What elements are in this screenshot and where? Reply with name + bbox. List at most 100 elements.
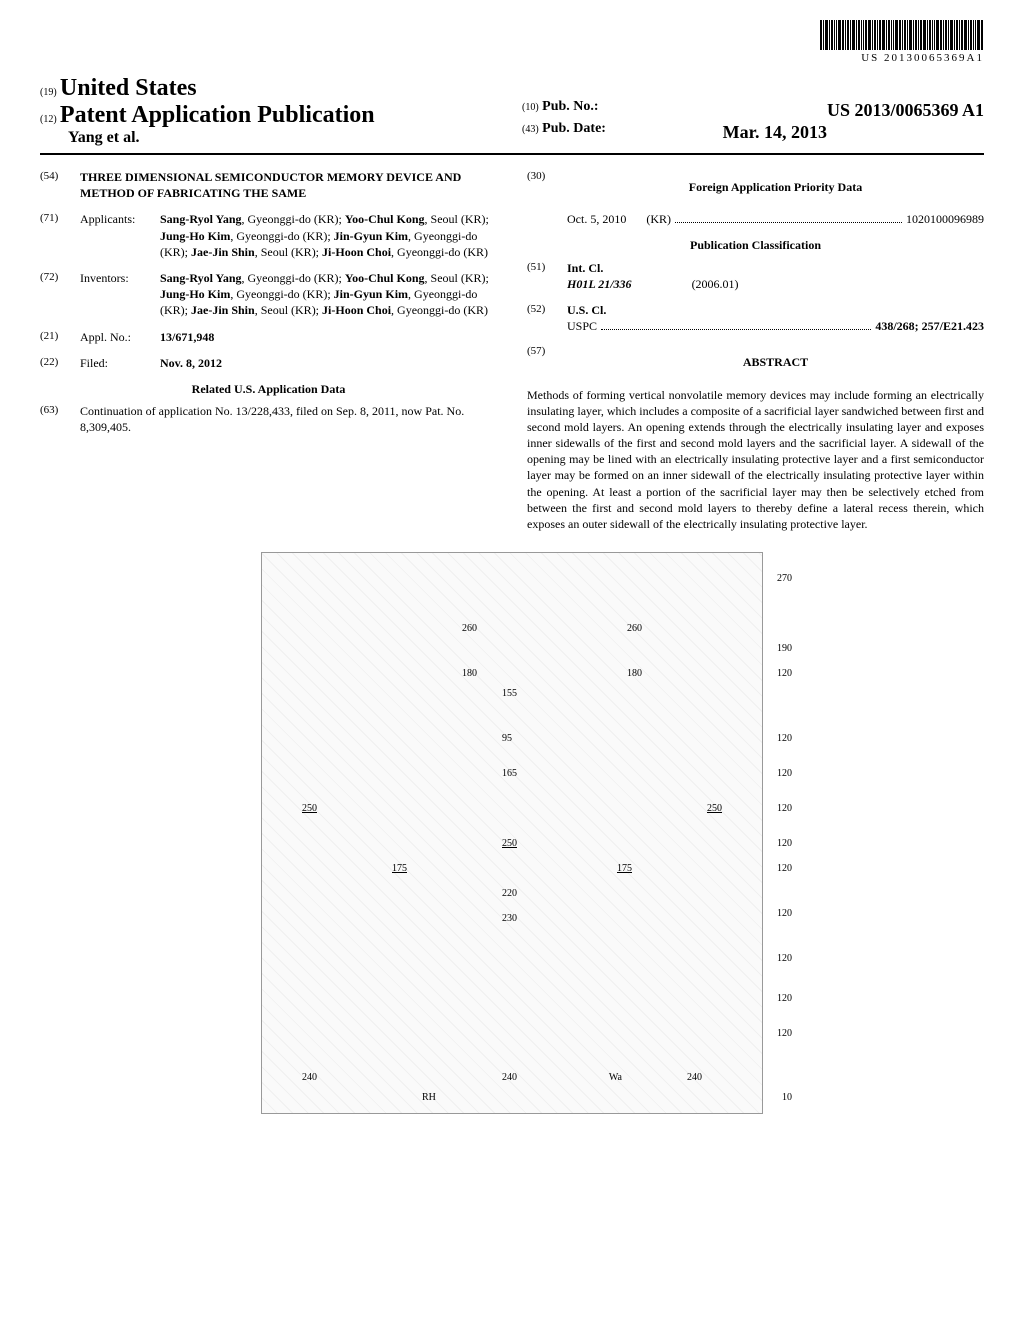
- abstract-text: Methods of forming vertical nonvolatile …: [527, 387, 984, 533]
- barcode-lines: [820, 20, 984, 50]
- fig-label: 250: [707, 803, 722, 814]
- fig-label: 155: [502, 688, 517, 699]
- section-72: (72) Inventors: Sang-Ryol Yang, Gyeonggi…: [40, 270, 497, 319]
- code-72: (72): [40, 270, 80, 319]
- code-51: (51): [527, 260, 567, 292]
- section-21: (21) Appl. No.: 13/671,948: [40, 329, 497, 345]
- fig-label: 10: [782, 1092, 792, 1103]
- header-left: (19) United States (12) Patent Applicati…: [40, 75, 502, 147]
- uspc-label: USPC: [567, 318, 597, 334]
- code-52: (52): [527, 302, 567, 334]
- section-30: (30) Foreign Application Priority Data: [527, 169, 984, 201]
- fig-label: 190: [777, 643, 792, 654]
- fig-label: 250: [502, 838, 517, 849]
- value-22: Nov. 8, 2012: [160, 355, 497, 371]
- pub-date-label: Pub. Date:: [542, 121, 606, 136]
- fig-label: 180: [462, 668, 477, 679]
- fig-label: 120: [777, 863, 792, 874]
- fig-label: 165: [502, 768, 517, 779]
- code-22: (22): [40, 355, 80, 371]
- left-column: (54) THREE DIMENSIONAL SEMICONDUCTOR MEM…: [40, 169, 497, 532]
- fig-label: 250: [302, 803, 317, 814]
- fig-label: 260: [627, 623, 642, 634]
- fig-label: 120: [777, 1028, 792, 1039]
- fig-label: 240: [687, 1072, 702, 1083]
- title-54: THREE DIMENSIONAL SEMICONDUCTOR MEMORY D…: [80, 169, 497, 201]
- label-72: Inventors:: [80, 270, 160, 319]
- heading-30: Foreign Application Priority Data: [567, 179, 984, 195]
- dotted-1: [675, 212, 902, 223]
- fig-label: RH: [422, 1092, 436, 1103]
- value-21: 13/671,948: [160, 329, 497, 345]
- pub-date: Mar. 14, 2013: [723, 118, 827, 147]
- label-21: Appl. No.:: [80, 329, 160, 345]
- fig-label: 175: [392, 863, 407, 874]
- figure-area: 270 260 260 190 180 180 120 155 95 120 1…: [40, 552, 984, 1118]
- section-63: (63) Continuation of application No. 13/…: [40, 403, 497, 435]
- barcode: US 20130065369A1: [820, 20, 984, 64]
- priority-date: Oct. 5, 2010: [567, 211, 626, 227]
- label-51: Int. Cl.: [567, 260, 984, 276]
- dotted-2: [601, 319, 871, 330]
- prefix-43: (43): [522, 124, 539, 135]
- code-54: (54): [40, 169, 80, 201]
- pub-no-label: Pub. No.:: [542, 99, 598, 114]
- columns: (54) THREE DIMENSIONAL SEMICONDUCTOR MEM…: [40, 169, 984, 532]
- header-right: (10) Pub. No.: US 2013/0065369 A1 (43) P…: [502, 96, 984, 147]
- section-54: (54) THREE DIMENSIONAL SEMICONDUCTOR MEM…: [40, 169, 497, 201]
- fig-label: 260: [462, 623, 477, 634]
- code-30: (30): [527, 169, 567, 201]
- content-52: U.S. Cl. USPC 438/268; 257/E21.423: [567, 302, 984, 334]
- fig-label: 120: [777, 668, 792, 679]
- fig-label: 175: [617, 863, 632, 874]
- priority-number: 1020100096989: [906, 211, 984, 227]
- section-57: (57) ABSTRACT: [527, 344, 984, 376]
- class-51: H01L 21/336: [567, 276, 632, 292]
- pub-type: Patent Application Publication: [60, 102, 375, 128]
- content-72: Sang-Ryol Yang, Gyeonggi-do (KR); Yoo-Ch…: [160, 270, 497, 319]
- fig-label: 120: [777, 953, 792, 964]
- barcode-text: US 20130065369A1: [820, 52, 984, 64]
- divider: [40, 153, 984, 155]
- fig-label: 120: [777, 803, 792, 814]
- section-52: (52) U.S. Cl. USPC 438/268; 257/E21.423: [527, 302, 984, 334]
- class-heading: Publication Classification: [527, 237, 984, 253]
- priority-country: (KR): [646, 211, 671, 227]
- code-63: (63): [40, 403, 80, 435]
- author-line: Yang et al.: [40, 129, 502, 147]
- barcode-area: US 20130065369A1: [40, 20, 984, 65]
- figure-placeholder: 270 260 260 190 180 180 120 155 95 120 1…: [261, 552, 763, 1114]
- uspc-value: 438/268; 257/E21.423: [875, 318, 984, 334]
- fig-label: 120: [777, 768, 792, 779]
- pub-no: US 2013/0065369 A1: [827, 96, 984, 125]
- code-57: (57): [527, 344, 567, 376]
- header-row: (19) United States (12) Patent Applicati…: [40, 75, 984, 147]
- prefix-12: (12): [40, 114, 57, 125]
- fig-label: 120: [777, 993, 792, 1004]
- code-21: (21): [40, 329, 80, 345]
- fig-label: 240: [302, 1072, 317, 1083]
- content-51: Int. Cl. H01L 21/336 (2006.01): [567, 260, 984, 292]
- heading-57: ABSTRACT: [567, 354, 984, 370]
- fig-label: 180: [627, 668, 642, 679]
- fig-label: 120: [777, 733, 792, 744]
- label-22: Filed:: [80, 355, 160, 371]
- prefix-10: (10): [522, 102, 539, 113]
- fig-label: 220: [502, 888, 517, 899]
- version-51: (2006.01): [692, 276, 739, 292]
- country: United States: [60, 75, 197, 101]
- fig-label: 240: [502, 1072, 517, 1083]
- section-51: (51) Int. Cl. H01L 21/336 (2006.01): [527, 260, 984, 292]
- related-heading: Related U.S. Application Data: [40, 381, 497, 397]
- prefix-19: (19): [40, 87, 57, 98]
- section-22: (22) Filed: Nov. 8, 2012: [40, 355, 497, 371]
- priority-row: Oct. 5, 2010 (KR) 1020100096989: [527, 211, 984, 227]
- label-71: Applicants:: [80, 211, 160, 260]
- fig-label: 230: [502, 913, 517, 924]
- section-71: (71) Applicants: Sang-Ryol Yang, Gyeongg…: [40, 211, 497, 260]
- code-71: (71): [40, 211, 80, 260]
- fig-label: 120: [777, 908, 792, 919]
- fig-label: Wa: [609, 1072, 622, 1083]
- fig-label: 95: [502, 733, 512, 744]
- right-column: (30) Foreign Application Priority Data O…: [527, 169, 984, 532]
